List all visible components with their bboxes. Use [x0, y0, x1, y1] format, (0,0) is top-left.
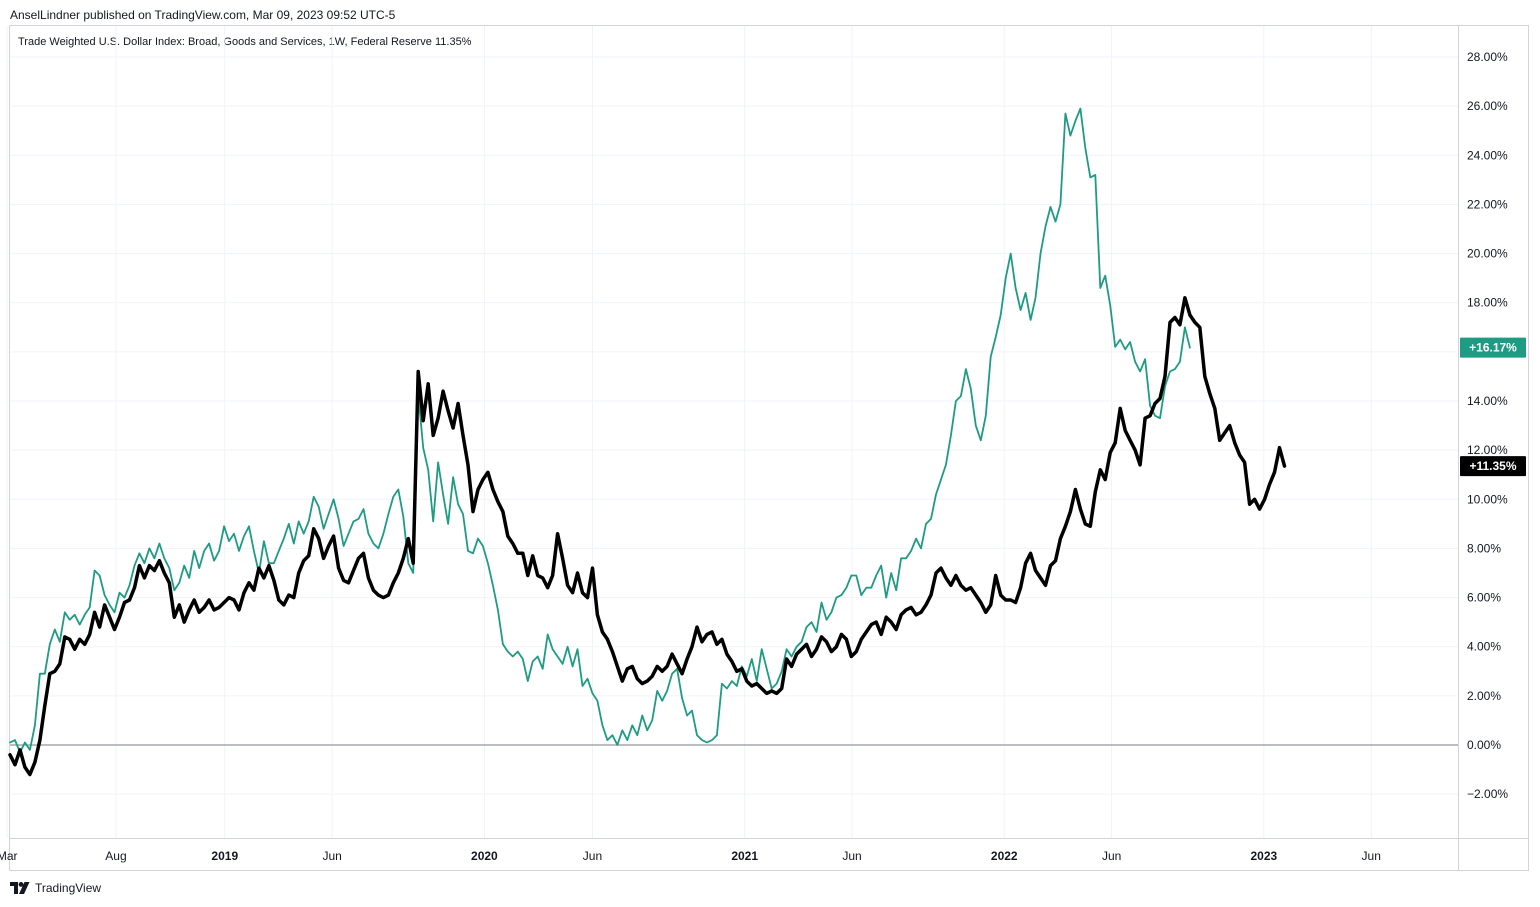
last-value-label: +11.35% [1469, 459, 1516, 473]
y-tick-label: 22.00% [1467, 197, 1508, 211]
y-tick-label: 18.00% [1467, 296, 1508, 310]
publisher-line: AnselLindner published on TradingView.co… [10, 8, 396, 22]
x-tick-label: Jun [842, 849, 861, 863]
y-tick-label: 20.00% [1467, 247, 1508, 261]
x-tick-label: 2021 [731, 849, 758, 863]
x-tick-label: 2022 [991, 849, 1018, 863]
series-line-teal [9, 107, 1191, 754]
y-tick-label: 12.00% [1467, 443, 1508, 457]
y-tick-label: 0.00% [1467, 738, 1501, 752]
x-tick-label: 2019 [211, 849, 238, 863]
x-tick-label: Jun [322, 849, 341, 863]
y-tick-label: 26.00% [1467, 99, 1508, 113]
y-tick-label: 10.00% [1467, 492, 1508, 506]
last-value-badge-black [1460, 456, 1526, 477]
y-tick-label: 4.00% [1467, 640, 1501, 654]
x-tick-label: Mar [0, 849, 17, 863]
tradingview-logo-icon [10, 882, 30, 894]
x-tick-label: 2020 [471, 849, 498, 863]
last-value-label: +16.17% [1469, 341, 1517, 355]
y-tick-label: 8.00% [1467, 541, 1501, 555]
brand-name: TradingView [35, 881, 102, 895]
series-legend-title[interactable]: Trade Weighted U.S. Dollar Index: Broad,… [18, 36, 472, 48]
series-line-black [8, 296, 1287, 777]
x-tick-label: Jun [1362, 849, 1381, 863]
x-tick-label: Jun [583, 849, 602, 863]
y-tick-label: 24.00% [1467, 148, 1508, 162]
y-tick-label: 2.00% [1467, 689, 1501, 703]
x-tick-label: Aug [105, 849, 126, 863]
y-tick-label: 6.00% [1467, 591, 1501, 605]
last-value-badge-teal [1460, 337, 1526, 358]
y-tick-label: 14.00% [1467, 394, 1508, 408]
chart-frame [9, 25, 1529, 871]
y-tick-label: −2.00% [1467, 787, 1508, 801]
tradingview-footer[interactable]: TradingView [10, 881, 101, 895]
y-tick-label: 28.00% [1467, 50, 1508, 64]
x-tick-label: 2023 [1250, 849, 1277, 863]
x-tick-label: Jun [1102, 849, 1121, 863]
